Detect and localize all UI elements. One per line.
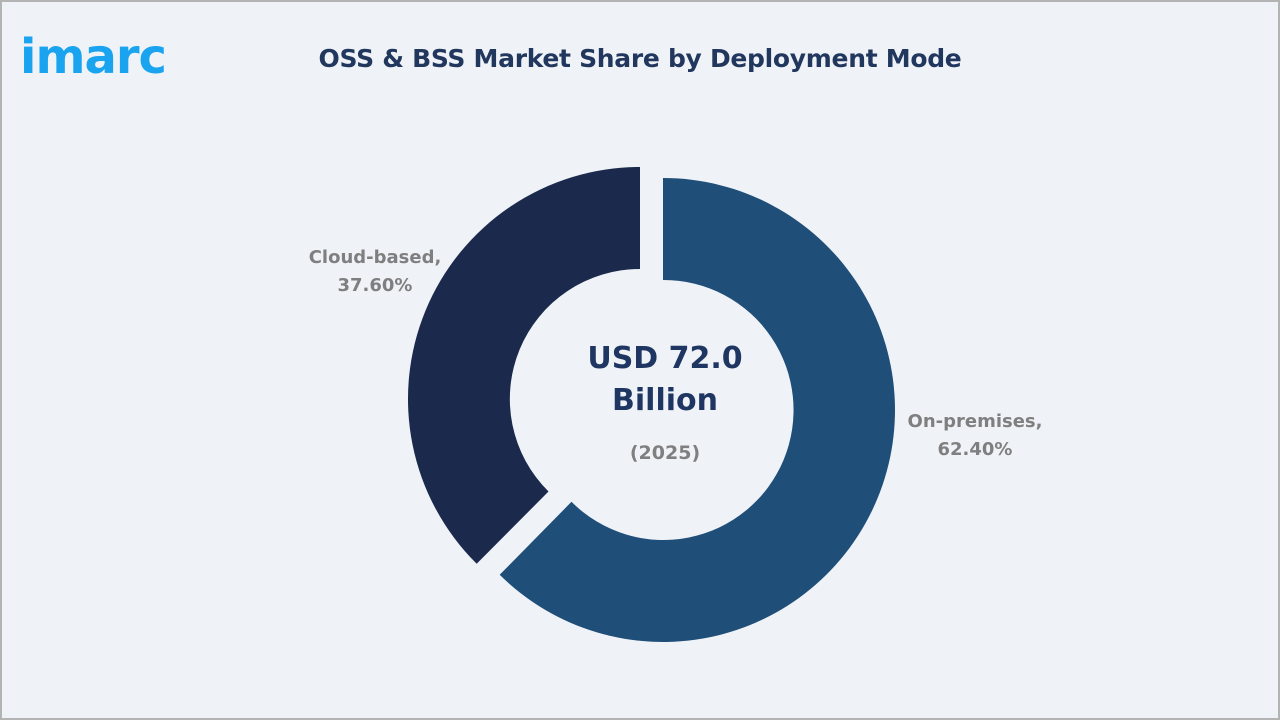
imarc-logo: imarc [20,15,167,82]
center-year: (2025) [629,442,701,464]
center-value-line1: USD 72.0 [587,341,743,376]
label-cloud-based: Cloud-based, 37.60% [290,244,460,300]
label-cloud-name: Cloud-based, [308,247,442,268]
slice-on-premises[interactable] [499,178,895,643]
label-on-premises: On-premises, 62.40% [895,408,1055,464]
label-onprem-value: 62.40% [937,439,1013,460]
label-onprem-name: On-premises, [907,411,1043,432]
chart-title: OSS & BSS Market Share by Deployment Mod… [0,44,1280,73]
logo-text: imarc [20,29,166,82]
label-cloud-value: 37.60% [337,275,413,296]
center-annotation: USD 72.0 Billion (2025) [540,338,790,464]
slice-cloud-based[interactable] [407,166,640,564]
center-value-line2: Billion [612,383,718,418]
chart-title-text: OSS & BSS Market Share by Deployment Mod… [318,44,962,73]
